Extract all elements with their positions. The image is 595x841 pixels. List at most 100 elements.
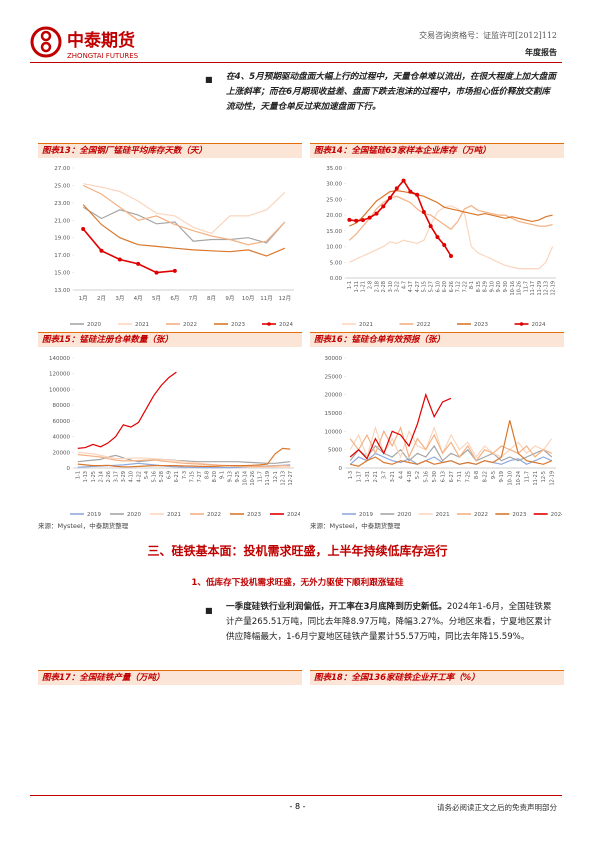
x-tick-label: 4-4 xyxy=(398,471,404,479)
x-tick-label: 6月 xyxy=(170,295,179,302)
point xyxy=(117,257,122,262)
x-tick-label: 11-29 xyxy=(537,281,543,296)
figure-title: 图表16：锰硅仓单有效预报（张） xyxy=(310,332,564,347)
source: 来源：Mysteel，中泰期货整理 xyxy=(310,522,401,530)
legend-label: 2023 xyxy=(231,322,245,328)
x-tick-label: 11-7 xyxy=(258,471,264,482)
point xyxy=(435,235,440,240)
x-tick-label: 5-2 xyxy=(415,471,421,479)
point xyxy=(354,218,359,223)
bold-text: 一季度硅铁行业利润偏低，开工率在3月底降到历史新低。 xyxy=(226,602,447,612)
legend-label: 2020 xyxy=(87,322,101,328)
series-line xyxy=(83,183,286,235)
chart: 0 20000 40000 60000 80000 100000 120000 140000 1… xyxy=(49,356,300,518)
x-tick-label: 8-1 xyxy=(469,281,475,289)
point xyxy=(442,243,447,247)
x-tick-label: 9-19 xyxy=(499,471,505,482)
x-tick-label: 3-29 xyxy=(121,471,127,482)
x-tick-label: 12月 xyxy=(279,295,292,302)
legend-label: 2023 xyxy=(474,322,488,328)
series-line xyxy=(77,451,291,469)
point xyxy=(428,224,433,229)
point xyxy=(394,186,399,191)
legend-marker xyxy=(267,322,271,326)
y-tick-label: 140000 xyxy=(49,356,70,362)
x-tick-label: 4月 xyxy=(134,295,143,302)
disclaimer: 请务必阅读正文之后的免责声明部分 xyxy=(437,803,557,812)
point xyxy=(374,211,379,216)
x-tick-label: 1-17 xyxy=(356,471,362,482)
x-tick-label: 11-7 xyxy=(524,471,530,482)
point xyxy=(360,218,365,223)
legend-label: 2022 xyxy=(207,512,221,518)
x-tick-label: 12-19 xyxy=(550,471,556,486)
x-tick-label: 1-25 xyxy=(91,471,97,482)
y-tick-label: 15.00 xyxy=(326,229,342,235)
bullet-text: 一季度硅铁行业利润偏低，开工率在3月底降到历史新低。2024年1-6月，全国硅铁… xyxy=(226,600,556,645)
y-tick-label: 5.00 xyxy=(330,260,343,266)
legend-label: 2020 xyxy=(127,512,141,518)
point xyxy=(421,210,426,214)
x-tick-label: 4-10 xyxy=(129,471,135,482)
y-tick-label: 23.00 xyxy=(54,201,70,207)
section-title: 三、硅铁基本面：投机需求旺盛，上半年持续低库存运行 xyxy=(147,544,448,558)
legend-label: 2019 xyxy=(87,512,101,518)
x-tick-label: 4-27 xyxy=(415,281,421,292)
bullet-text: 在4、5月预期驱动盘面大幅上行的过程中，天量仓单难以流出，在很大程度上加大盘面上… xyxy=(226,72,556,112)
x-tick-label: 5-30 xyxy=(432,471,438,482)
x-tick-label: 6-21 xyxy=(174,471,180,482)
y-tick-label: 10.00 xyxy=(326,245,342,251)
series-line xyxy=(82,184,286,246)
x-tick-label: 6-10 xyxy=(435,281,441,292)
x-tick-label: 8-15 xyxy=(476,281,482,292)
point xyxy=(367,215,372,220)
x-tick-label: 12-1 xyxy=(273,471,279,482)
x-tick-label: 2月 xyxy=(97,295,106,302)
x-tick-label: 10-16 xyxy=(510,281,516,296)
series-line xyxy=(77,454,291,464)
legend-label: 2021 xyxy=(436,512,450,518)
figure-title: 图表18：全国136家硅铁企业开工率（%） xyxy=(310,670,564,685)
series-line xyxy=(77,454,291,467)
legend-label: 2021 xyxy=(135,322,149,328)
x-tick-label: 3-17 xyxy=(114,471,120,482)
point xyxy=(347,217,352,222)
x-tick-label: 6-13 xyxy=(440,471,446,482)
x-tick-label: 7-15 xyxy=(189,471,195,482)
x-tick-label: 1-21 xyxy=(361,281,367,292)
x-tick-label: 5-16 xyxy=(424,471,430,482)
legend-label: 2024 xyxy=(287,512,300,518)
subsection-title: 1、低库存下投机需求旺盛，无外力驱使下顺利跟涨锰硅 xyxy=(191,578,404,588)
x-tick-label: 9-25 xyxy=(235,471,241,482)
y-tick-label: 15.00 xyxy=(54,271,70,277)
x-tick-label: 7-22 xyxy=(462,281,468,292)
logo: 中泰期货 ZHONGTAI FUTURES xyxy=(30,26,139,60)
series-line xyxy=(348,195,553,241)
legend-label: 2024 xyxy=(532,322,546,328)
point xyxy=(401,178,406,183)
x-tick-label: 12-13 xyxy=(544,281,550,296)
figure-title: 图表14：全国锰硅63家样本企业库存（万吨） xyxy=(310,143,564,158)
x-tick-label: 7-3 xyxy=(182,471,188,479)
x-tick-label: 5月 xyxy=(152,295,161,302)
y-tick-label: 19.00 xyxy=(54,236,70,242)
x-tick-label: 9-10 xyxy=(489,281,495,292)
y-tick-label: 17.00 xyxy=(54,253,70,259)
legend-label: 2023 xyxy=(512,512,526,518)
x-tick-label: 1月 xyxy=(79,295,88,302)
x-tick-label: 2-8 xyxy=(368,281,374,289)
text: 2024年1-6月，全国硅铁累计产量265.51万吨，同比去年降8.97万吨，降… xyxy=(226,602,552,642)
figure-title: 图表13：全国钢厂锰硅平均库存天数（天） xyxy=(38,143,302,158)
x-tick-label: 9-1 xyxy=(220,471,226,479)
x-tick-label: 5-28 xyxy=(159,471,165,482)
series-line xyxy=(349,205,554,270)
bullet-mark: ■ xyxy=(205,606,213,615)
legend-label: 2019 xyxy=(359,512,373,518)
x-tick-label: 3-7 xyxy=(382,471,388,479)
legend-label: 2024 xyxy=(551,512,562,518)
x-tick-label: 11-17 xyxy=(530,281,536,296)
x-tick-label: 2-14 xyxy=(98,471,104,482)
point xyxy=(154,270,159,275)
x-tick-label: 2-26 xyxy=(106,471,112,482)
chart: 0.00 5.00 10.00 15.00 20.00 25.00 30.00 35.00 1-… xyxy=(326,166,556,328)
